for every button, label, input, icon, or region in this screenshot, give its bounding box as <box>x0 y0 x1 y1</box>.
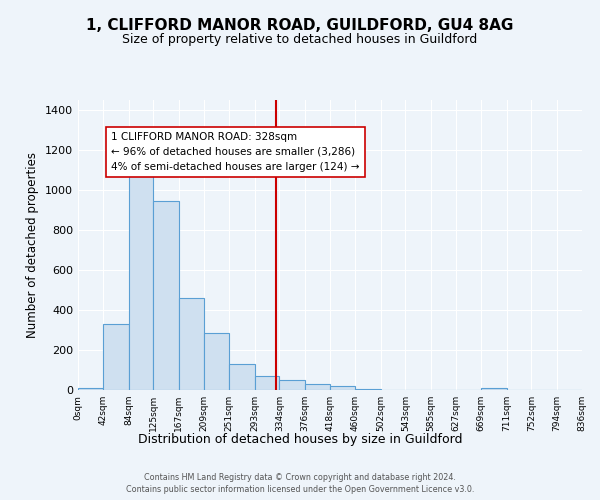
Bar <box>229 364 254 390</box>
Bar <box>481 388 506 390</box>
Text: Distribution of detached houses by size in Guildford: Distribution of detached houses by size … <box>138 432 462 446</box>
Bar <box>254 376 280 390</box>
Bar <box>355 389 380 390</box>
Bar <box>154 201 179 390</box>
Text: 1 CLIFFORD MANOR ROAD: 328sqm
← 96% of detached houses are smaller (3,286)
4% of: 1 CLIFFORD MANOR ROAD: 328sqm ← 96% of d… <box>111 132 359 172</box>
Bar <box>280 380 305 390</box>
Bar <box>128 168 154 390</box>
Text: 1, CLIFFORD MANOR ROAD, GUILDFORD, GU4 8AG: 1, CLIFFORD MANOR ROAD, GUILDFORD, GU4 8… <box>86 18 514 32</box>
Text: Contains HM Land Registry data © Crown copyright and database right 2024.: Contains HM Land Registry data © Crown c… <box>144 472 456 482</box>
Text: Contains public sector information licensed under the Open Government Licence v3: Contains public sector information licen… <box>126 485 474 494</box>
Bar <box>305 384 330 390</box>
Y-axis label: Number of detached properties: Number of detached properties <box>26 152 40 338</box>
Bar <box>330 386 355 390</box>
Bar <box>204 333 229 390</box>
Bar <box>78 388 103 390</box>
Bar <box>103 324 128 390</box>
Bar <box>179 298 204 390</box>
Text: Size of property relative to detached houses in Guildford: Size of property relative to detached ho… <box>122 32 478 46</box>
